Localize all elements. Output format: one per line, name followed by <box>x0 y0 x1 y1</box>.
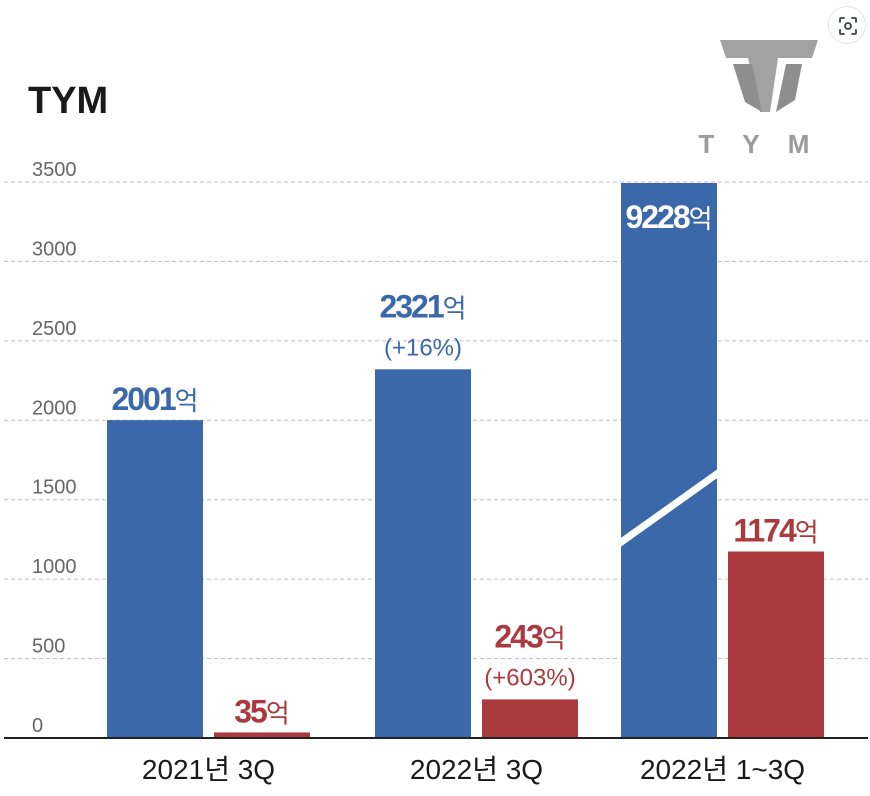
bar <box>621 183 717 738</box>
tym-logo: TYM <box>699 40 838 159</box>
y-tick-label: 0 <box>32 715 43 737</box>
data-label: 1174억 <box>733 513 818 549</box>
tym-emblem-icon <box>720 40 818 112</box>
bars <box>107 183 824 738</box>
x-tick-label: 2021년 3Q <box>142 754 275 785</box>
tym-logo-text: TYM <box>699 129 838 159</box>
image-search-icon <box>839 17 857 35</box>
x-axis-tick-labels: 2021년 3Q 2022년 3Q 2022년 1~3Q <box>142 754 805 785</box>
image-search-button[interactable] <box>828 6 866 44</box>
x-tick-label: 2022년 1~3Q <box>640 754 805 785</box>
bar <box>375 369 471 738</box>
data-label: 9228억 <box>625 199 712 235</box>
y-tick-label: 3500 <box>32 159 77 181</box>
y-tick-label: 2500 <box>32 318 77 340</box>
y-tick-label: 3000 <box>32 238 77 260</box>
y-tick-label: 1000 <box>32 556 77 578</box>
axis-break-mark <box>621 469 717 547</box>
chart-title: TYM <box>28 80 108 122</box>
bar <box>482 699 578 738</box>
data-label: 2321억 <box>379 288 466 324</box>
data-label-change: (+603%) <box>484 664 575 691</box>
data-label: 35억 <box>234 693 290 729</box>
y-axis-ticks: 0 500 1000 1500 2000 2500 3000 3500 <box>32 159 77 737</box>
x-tick-label: 2022년 3Q <box>410 754 543 785</box>
y-tick-label: 500 <box>32 636 65 658</box>
bar <box>728 551 824 738</box>
y-tick-label: 1500 <box>32 477 77 499</box>
data-label-change: (+16%) <box>384 334 462 361</box>
y-tick-label: 2000 <box>32 397 77 419</box>
data-label: 2001억 <box>111 381 198 417</box>
data-labels: 2001억 2321억 (+16%) 9228억 35억 243억 (+603%) 1174억 <box>111 199 818 729</box>
data-label: 243억 <box>494 618 565 654</box>
bar <box>107 420 203 738</box>
bar <box>214 732 310 738</box>
